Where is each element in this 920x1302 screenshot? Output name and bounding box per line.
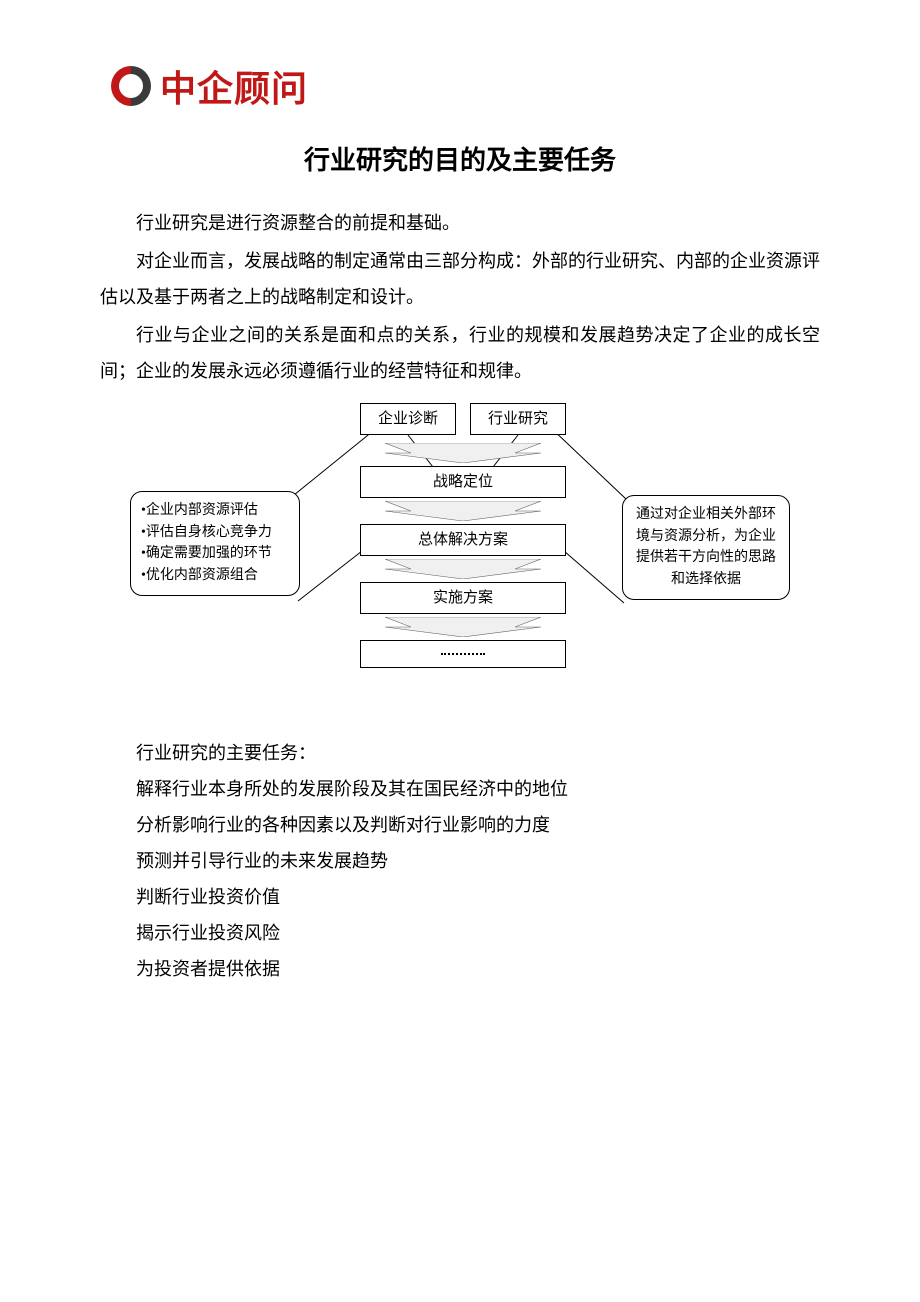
flow-node-research: 行业研究: [470, 403, 566, 435]
task-item: 判断行业投资价值: [100, 879, 820, 915]
tasks-heading: 行业研究的主要任务：: [100, 735, 820, 771]
company-logo: 中企顾问: [108, 60, 820, 112]
down-arrow-icon: [385, 443, 541, 463]
body-paragraph: 对企业而言，发展战略的制定通常由三部分构成：外部的行业研究、内部的企业资源评估以…: [100, 243, 820, 315]
callout-item: •企业内部资源评估: [141, 500, 289, 522]
task-item: 为投资者提供依据: [100, 951, 820, 987]
callout-enterprise-internal: •企业内部资源评估 •评估自身核心竞争力 •确定需要加强的环节 •优化内部资源组…: [130, 491, 300, 596]
body-paragraph: 行业与企业之间的关系是面和点的关系，行业的规模和发展趋势决定了企业的成长空间；企…: [100, 317, 820, 389]
tasks-section: 行业研究的主要任务： 解释行业本身所处的发展阶段及其在国民经济中的地位 分析影响…: [100, 735, 820, 987]
body-paragraph: 行业研究是进行资源整合的前提和基础。: [100, 205, 820, 241]
callout-external-analysis: 通过对企业相关外部环境与资源分析，为企业提供若干方向性的思路和选择依据: [622, 495, 790, 600]
logo-icon: [108, 63, 154, 109]
flow-node-positioning: 战略定位: [360, 466, 566, 498]
page-title: 行业研究的目的及主要任务: [100, 140, 820, 177]
down-arrow-icon: [385, 617, 541, 637]
flow-node-ellipsis: [360, 640, 566, 668]
task-item: 解释行业本身所处的发展阶段及其在国民经济中的地位: [100, 771, 820, 807]
flow-node-diagnosis: 企业诊断: [360, 403, 456, 435]
flow-column: 企业诊断 行业研究 战略定位 总体解决方案 实施方案: [360, 403, 566, 668]
down-arrow-icon: [385, 559, 541, 579]
task-item: 预测并引导行业的未来发展趋势: [100, 843, 820, 879]
flow-node-implementation: 实施方案: [360, 582, 566, 614]
strategy-flowchart: 企业诊断 行业研究 战略定位 总体解决方案 实施方案 •企业内部资源评估 •评估…: [130, 403, 790, 723]
callout-item: •评估自身核心竞争力: [141, 522, 289, 544]
task-item: 分析影响行业的各种因素以及判断对行业影响的力度: [100, 807, 820, 843]
task-item: 揭示行业投资风险: [100, 915, 820, 951]
callout-item: •优化内部资源组合: [141, 565, 289, 587]
down-arrow-icon: [385, 501, 541, 521]
flow-node-solution: 总体解决方案: [360, 524, 566, 556]
callout-item: •确定需要加强的环节: [141, 543, 289, 565]
logo-text: 中企顾问: [160, 60, 308, 112]
